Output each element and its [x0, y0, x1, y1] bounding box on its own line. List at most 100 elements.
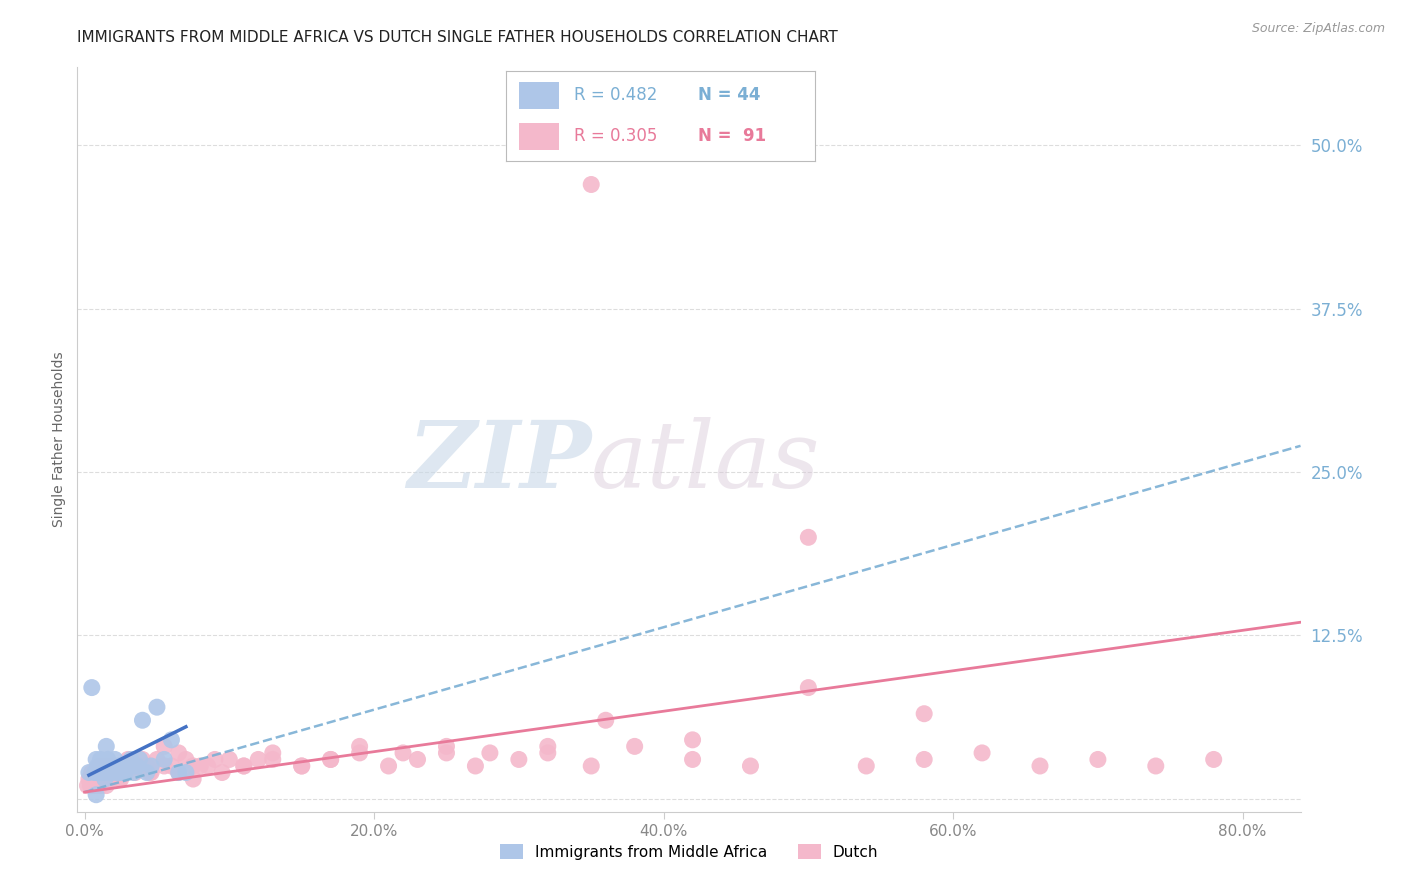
Point: [77, 765, 100, 780]
Point: [291, 759, 314, 773]
Point: [84, 772, 107, 786]
Point: [190, 759, 212, 773]
Point: [232, 759, 254, 773]
Point: [232, 759, 254, 773]
Point: [117, 752, 139, 766]
Point: [84, 765, 107, 780]
Text: ZIP: ZIP: [406, 417, 591, 507]
Point: [117, 759, 139, 773]
Point: [94, 772, 117, 786]
Point: [96, 779, 118, 793]
Point: [105, 765, 128, 780]
Point: [110, 759, 132, 773]
Point: [537, 746, 560, 760]
Point: [181, 759, 204, 773]
Point: [581, 759, 603, 773]
Point: [93, 759, 115, 773]
Point: [377, 759, 399, 773]
Text: R = 0.305: R = 0.305: [574, 128, 658, 145]
Point: [82, 772, 104, 786]
Point: [97, 759, 120, 773]
Point: [87, 759, 110, 773]
Point: [131, 752, 153, 766]
Point: [103, 759, 125, 773]
Point: [96, 739, 118, 754]
Point: [211, 765, 233, 780]
Point: [167, 765, 190, 780]
Point: [114, 765, 136, 780]
Point: [89, 752, 111, 766]
Point: [96, 759, 118, 773]
Point: [1087, 752, 1109, 766]
Point: [84, 788, 107, 802]
Point: [83, 779, 105, 793]
Point: [98, 759, 121, 773]
Point: [108, 765, 131, 780]
Point: [80, 681, 103, 695]
Point: [87, 765, 110, 780]
Point: [537, 739, 560, 754]
Point: [682, 752, 704, 766]
Text: Source: ZipAtlas.com: Source: ZipAtlas.com: [1251, 22, 1385, 36]
Point: [91, 765, 114, 780]
Text: R = 0.482: R = 0.482: [574, 87, 658, 104]
Point: [100, 765, 122, 780]
Point: [87, 772, 110, 786]
Point: [153, 739, 176, 754]
Point: [436, 746, 458, 760]
Point: [91, 765, 114, 780]
Point: [94, 765, 117, 780]
Point: [167, 765, 190, 780]
Point: [93, 772, 115, 786]
Point: [105, 765, 128, 780]
Point: [141, 759, 163, 773]
Point: [97, 752, 120, 766]
Point: [100, 759, 122, 773]
Point: [77, 772, 100, 786]
Point: [101, 765, 124, 780]
Point: [122, 765, 145, 780]
Text: N = 44: N = 44: [697, 87, 761, 104]
Point: [83, 765, 105, 780]
Point: [107, 759, 129, 773]
Point: [146, 700, 169, 714]
Point: [98, 772, 121, 786]
Point: [135, 759, 157, 773]
Point: [406, 752, 429, 766]
Point: [135, 765, 157, 780]
Point: [970, 746, 993, 760]
Point: [101, 772, 124, 786]
Point: [682, 732, 704, 747]
Point: [103, 759, 125, 773]
Point: [153, 752, 176, 766]
Point: [581, 178, 603, 192]
Point: [181, 772, 204, 786]
Point: [197, 759, 219, 773]
Point: [100, 765, 122, 780]
Point: [349, 739, 371, 754]
Legend: Immigrants from Middle Africa, Dutch: Immigrants from Middle Africa, Dutch: [492, 836, 886, 867]
Point: [174, 752, 197, 766]
Point: [80, 765, 103, 780]
Point: [84, 752, 107, 766]
Point: [86, 779, 108, 793]
Point: [112, 759, 135, 773]
Point: [80, 779, 103, 793]
Point: [124, 759, 146, 773]
Point: [160, 759, 183, 773]
Point: [125, 759, 148, 773]
Point: [153, 759, 176, 773]
Point: [1202, 752, 1225, 766]
Point: [319, 752, 342, 766]
Point: [478, 746, 501, 760]
Text: N =  91: N = 91: [697, 128, 766, 145]
Point: [128, 759, 150, 773]
Point: [218, 752, 240, 766]
Point: [141, 765, 163, 780]
Point: [138, 765, 160, 780]
Point: [146, 752, 169, 766]
Point: [797, 530, 820, 544]
Point: [912, 706, 935, 721]
Point: [111, 765, 134, 780]
Point: [128, 752, 150, 766]
